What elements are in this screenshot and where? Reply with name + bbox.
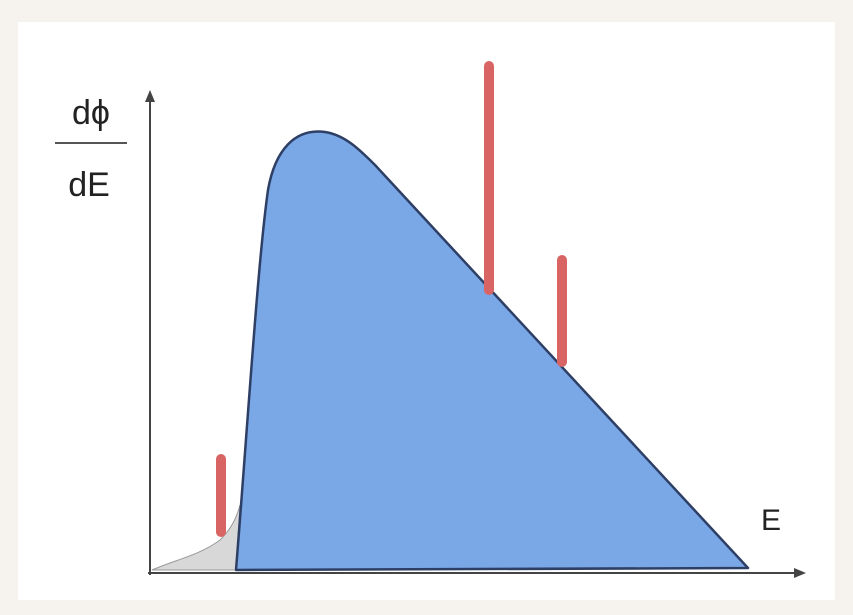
low-energy-tail bbox=[151, 504, 241, 571]
x-axis-arrow bbox=[794, 568, 806, 578]
y-axis-arrow bbox=[145, 90, 155, 102]
x-label: E bbox=[761, 504, 781, 537]
y-label-numerator: dϕ bbox=[72, 94, 110, 132]
y-label-denominator: dE bbox=[68, 166, 110, 204]
spectrum-shape bbox=[234, 130, 750, 572]
